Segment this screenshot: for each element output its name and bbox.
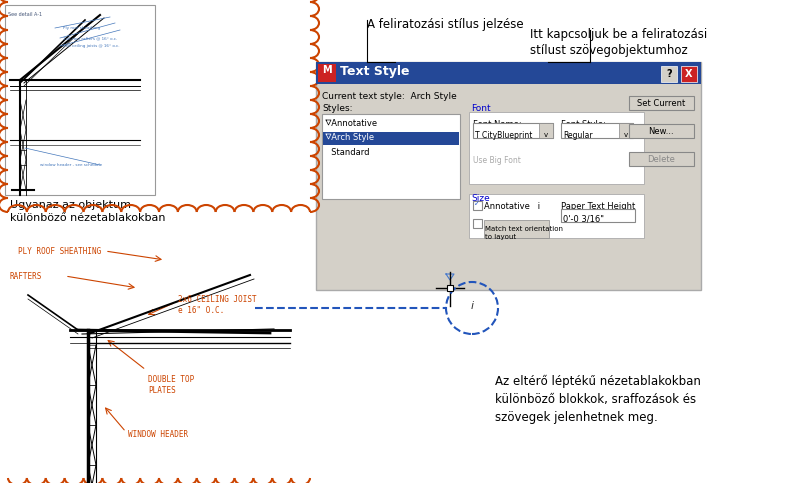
Text: X: X (685, 69, 693, 79)
Text: M: M (322, 65, 331, 75)
Text: WINDOW HEADER: WINDOW HEADER (128, 430, 188, 439)
Text: Styles:: Styles: (322, 104, 353, 113)
Bar (661, 66, 677, 82)
Text: Annotative   i: Annotative i (484, 202, 540, 211)
Text: Size: Size (471, 194, 490, 203)
Bar (484, 220, 549, 238)
Bar (469, 112, 644, 184)
Text: PLY ROOF SHEATHING: PLY ROOF SHEATHING (18, 247, 101, 256)
Bar (681, 66, 697, 82)
Text: 2x6 roof rafters @ 16° o.c.: 2x6 roof rafters @ 16° o.c. (63, 36, 117, 40)
Text: ✓: ✓ (474, 201, 480, 207)
Text: 2x6 ceiling joists @ 16° o.c.: 2x6 ceiling joists @ 16° o.c. (63, 44, 119, 48)
Text: window header - see schedule: window header - see schedule (40, 163, 102, 167)
Bar (316, 62, 701, 290)
Text: Font Style:: Font Style: (561, 120, 606, 129)
Text: Az eltérő léptékű nézetablakokban
különböző blokkok, sraffozások és
szövegek jel: Az eltérő léptékű nézetablakokban különb… (495, 375, 701, 424)
Bar (469, 194, 644, 238)
Text: v: v (544, 132, 548, 138)
Text: Current text style:  Arch Style: Current text style: Arch Style (322, 92, 456, 101)
Text: Match text orientation
to layout: Match text orientation to layout (485, 226, 563, 240)
Bar (629, 124, 694, 138)
Text: Text Style: Text Style (340, 65, 410, 78)
Bar (322, 114, 460, 199)
Bar (561, 123, 633, 138)
Text: v: v (624, 132, 628, 138)
Text: Itt kapcsoljuk be a feliratozási
stílust szövegobjektumhoz: Itt kapcsoljuk be a feliratozási stílust… (530, 28, 707, 57)
Bar (473, 123, 553, 138)
Text: 2x6 CEILING JOIST
e 16" O.C.: 2x6 CEILING JOIST e 16" O.C. (178, 295, 256, 315)
Bar (561, 209, 635, 222)
Text: RAFTERS: RAFTERS (10, 272, 43, 281)
Text: A feliratozási stílus jelzése: A feliratozási stílus jelzése (367, 18, 524, 31)
Text: See detail A-1: See detail A-1 (8, 12, 42, 17)
Text: Annotative: Annotative (326, 119, 377, 128)
Bar (5, 5, 155, 195)
Text: Font Name:: Font Name: (473, 120, 521, 129)
Text: T CityBlueprint: T CityBlueprint (475, 131, 532, 140)
Bar (318, 64, 336, 82)
Bar (473, 219, 482, 228)
Text: DOUBLE TOP
PLATES: DOUBLE TOP PLATES (148, 375, 195, 395)
Text: Use Big Font: Use Big Font (473, 156, 521, 165)
Bar (539, 123, 553, 138)
Text: ?: ? (666, 69, 672, 79)
Text: Arch Style: Arch Style (326, 133, 374, 142)
Text: Set Current: Set Current (637, 99, 685, 108)
Bar (316, 62, 701, 84)
Text: 0'-0 3/16": 0'-0 3/16" (563, 215, 604, 224)
Bar (447, 285, 453, 291)
Text: i: i (471, 301, 474, 311)
Text: Paper Text Height: Paper Text Height (561, 202, 635, 211)
Bar (629, 152, 694, 166)
Text: Standard: Standard (326, 148, 369, 157)
Bar (629, 96, 694, 110)
Text: Font: Font (471, 104, 490, 113)
Bar (619, 123, 633, 138)
Text: Ugyanaz az objektum
különböző nézetablakokban: Ugyanaz az objektum különböző nézetablak… (10, 200, 165, 223)
Bar (473, 201, 482, 210)
Text: Regular: Regular (563, 131, 592, 140)
Text: Delete: Delete (647, 155, 675, 164)
Text: New...: New... (648, 127, 674, 136)
Bar (323, 132, 459, 145)
Text: Ply roof sheathing: Ply roof sheathing (63, 26, 100, 30)
